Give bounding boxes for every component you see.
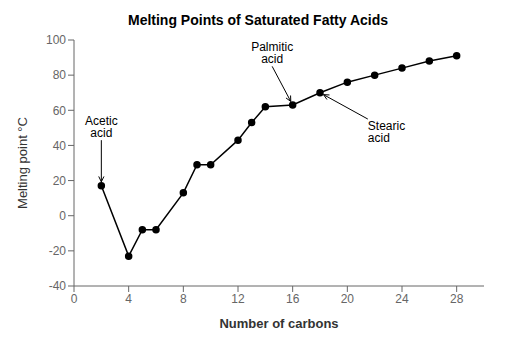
svg-text:4: 4 — [125, 292, 132, 306]
svg-text:20: 20 — [53, 174, 67, 188]
svg-text:12: 12 — [231, 292, 245, 306]
svg-text:24: 24 — [395, 292, 409, 306]
svg-text:80: 80 — [53, 68, 67, 82]
svg-text:-20: -20 — [49, 244, 67, 258]
svg-text:8: 8 — [180, 292, 187, 306]
svg-text:0: 0 — [59, 209, 66, 223]
svg-text:Aceticacid: Aceticacid — [85, 114, 118, 140]
svg-text:60: 60 — [53, 104, 67, 118]
svg-text:28: 28 — [450, 292, 464, 306]
svg-text:-40: -40 — [49, 279, 67, 293]
html-text:Melting Points of Saturated Fa: Melting Points of Saturated Fatty Acids — [128, 12, 388, 28]
svg-text:Melting point °C: Melting point °C — [15, 117, 30, 209]
svg-text:40: 40 — [53, 139, 67, 153]
svg-text:Stearicacid: Stearicacid — [368, 119, 405, 145]
svg-text:0: 0 — [71, 292, 78, 306]
svg-text:16: 16 — [286, 292, 300, 306]
svg-text:Palmiticacid: Palmiticacid — [251, 40, 293, 66]
svg-text:Number of carbons: Number of carbons — [219, 316, 338, 331]
svg-text:20: 20 — [341, 292, 355, 306]
svg-text:100: 100 — [46, 33, 66, 47]
